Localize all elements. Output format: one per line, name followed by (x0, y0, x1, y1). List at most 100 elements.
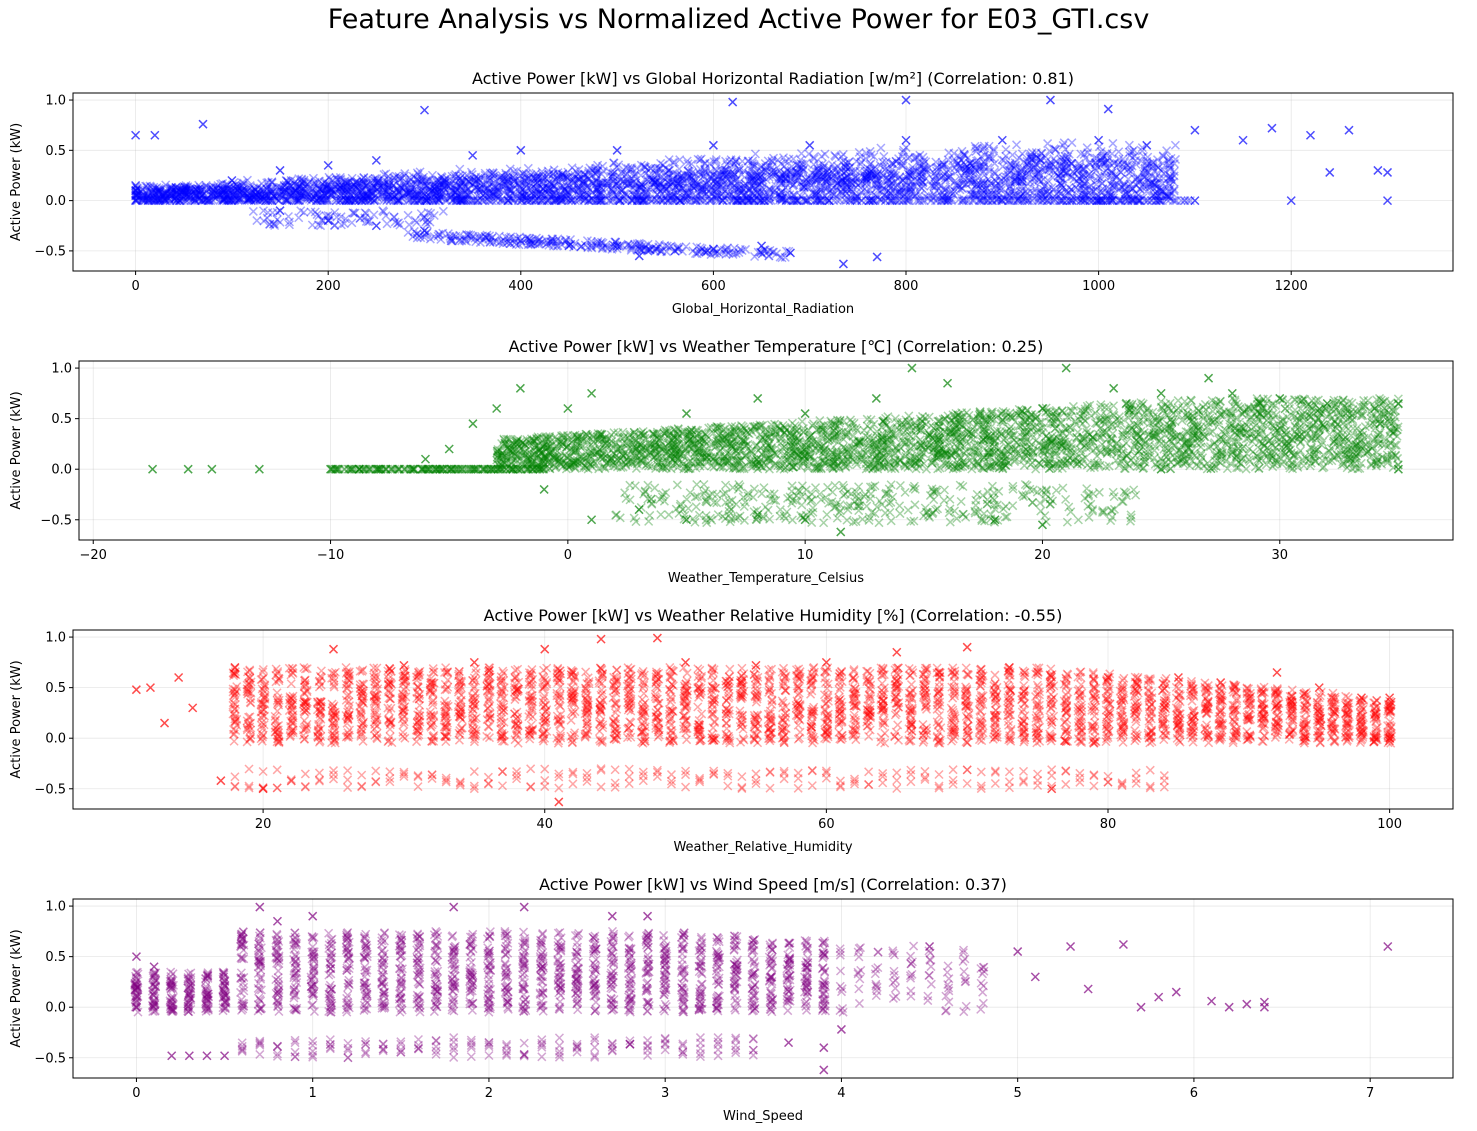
scatter-cloud-point (853, 192, 863, 202)
scatter-cloud-point (1120, 194, 1130, 204)
scatter-cloud-point (311, 189, 321, 199)
scatter-cloud-point (290, 186, 300, 196)
scatter-cloud-point (1032, 169, 1042, 179)
scatter-cloud-point (521, 192, 531, 202)
scatter-cloud-point (618, 194, 628, 204)
scatter-cloud-point (406, 182, 416, 192)
scatter-cloud-point (1076, 193, 1086, 203)
scatter-cloud-point (243, 193, 253, 203)
scatter-cloud-point (164, 194, 174, 204)
scatter-cloud-point (158, 189, 168, 200)
scatter-cloud-point (634, 182, 645, 192)
scatter-cloud-point (167, 191, 177, 201)
scatter-cloud-point (883, 192, 893, 202)
scatter-cloud-point (219, 185, 229, 195)
scatter-cloud-point (728, 194, 738, 204)
scatter-cloud-point (216, 194, 226, 204)
scatter-cloud-point (844, 172, 854, 182)
scatter-cloud-point (915, 182, 925, 192)
scatter-cloud-point (1103, 188, 1113, 198)
scatter-cloud-point (421, 195, 431, 205)
scatter-cloud-point (462, 194, 472, 204)
scatter-cloud-point (152, 193, 162, 203)
scatter-cloud-point (698, 168, 708, 178)
scatter-cloud-point (358, 192, 368, 202)
scatter-cloud-point (1103, 156, 1113, 166)
scatter-cloud-point (220, 194, 231, 204)
scatter-cloud-point (975, 162, 985, 172)
scatter-cloud-point (799, 182, 809, 192)
scatter-cloud-point (440, 174, 450, 184)
scatter-cloud-point (570, 170, 580, 180)
scatter-cloud-point (1072, 176, 1082, 186)
scatter-cloud-point (145, 181, 155, 191)
scatter-cloud-point (1128, 184, 1138, 194)
scatter-cloud-point (218, 194, 228, 204)
scatter-cloud-point (650, 194, 660, 204)
scatter-cloud-point (993, 172, 1003, 182)
y-tick-label: 0.5 (51, 412, 72, 427)
scatter-cloud-point (897, 161, 907, 171)
scatter-cloud-point (149, 193, 159, 203)
scatter-cloud-point (328, 175, 338, 185)
scatter-cloud-point (421, 176, 431, 186)
scatter-cloud-point (1125, 191, 1135, 202)
scatter-cloud-point (1162, 195, 1172, 205)
scatter-cloud-point (404, 220, 414, 230)
scatter-cloud-point (353, 185, 363, 195)
scatter-cloud-point (430, 185, 440, 195)
scatter-cloud-point (474, 184, 484, 194)
scatter-cloud-point (1005, 160, 1015, 170)
scatter-cloud-point (282, 186, 292, 196)
scatter-cloud-point (872, 169, 882, 179)
scatter-cloud-point (1035, 155, 1045, 165)
scatter-cloud-point (767, 157, 777, 167)
scatter-cloud-point (642, 193, 652, 203)
scatter-cloud-point (215, 183, 225, 193)
scatter-cloud-point (1142, 181, 1152, 191)
scatter-cloud-point (528, 189, 538, 199)
scatter-cloud-point (529, 191, 539, 201)
scatter-cloud-point (635, 189, 645, 199)
scatter-cloud-point (427, 185, 437, 195)
scatter-cloud-point (252, 190, 262, 200)
scatter-cloud-point (1135, 177, 1145, 187)
scatter-cloud-point (239, 178, 249, 188)
scatter-cloud-point (364, 185, 374, 195)
scatter-cloud-point (699, 180, 709, 190)
scatter-cloud-point (1084, 157, 1095, 168)
scatter-cloud-point (805, 178, 815, 188)
scatter-cloud-point (210, 193, 221, 203)
scatter-cloud-point (394, 171, 404, 182)
scatter-cloud-point (532, 178, 542, 188)
scatter-cloud-point (648, 174, 658, 184)
scatter-cloud-point (596, 178, 606, 188)
scatter-cloud-point (433, 194, 443, 204)
scatter-cloud-point (1041, 152, 1051, 162)
scatter-cloud-point (371, 183, 381, 193)
scatter-cloud-point (544, 169, 554, 179)
scatter-cloud-point (1021, 193, 1031, 203)
scatter-cloud-point (749, 176, 759, 186)
scatter-cloud-point (1107, 181, 1117, 191)
scatter-cloud-point (926, 180, 936, 191)
scatter-cloud-point (294, 174, 304, 184)
scatter-cloud-point (277, 187, 288, 197)
scatter-cloud-point (917, 167, 927, 177)
x-tick-label: 30 (1271, 548, 1288, 563)
scatter-cloud-point (862, 171, 872, 181)
scatter-cloud-point (878, 157, 888, 167)
scatter-cloud-point (372, 185, 382, 195)
scatter-cloud-point (986, 178, 996, 188)
y-tick-label: 1.0 (45, 94, 66, 109)
scatter-cloud-point (791, 167, 801, 177)
scatter-cloud-point (841, 166, 851, 176)
scatter-cloud-point (736, 188, 746, 198)
scatter-point (1238, 135, 1248, 145)
scatter-cloud-point (850, 173, 860, 183)
scatter-cloud-point (901, 172, 911, 182)
scatter-cloud-point (1068, 167, 1078, 177)
scatter-cloud-point (527, 195, 537, 205)
scatter-cloud-point (716, 180, 726, 190)
scatter-cloud-point (1016, 166, 1027, 176)
